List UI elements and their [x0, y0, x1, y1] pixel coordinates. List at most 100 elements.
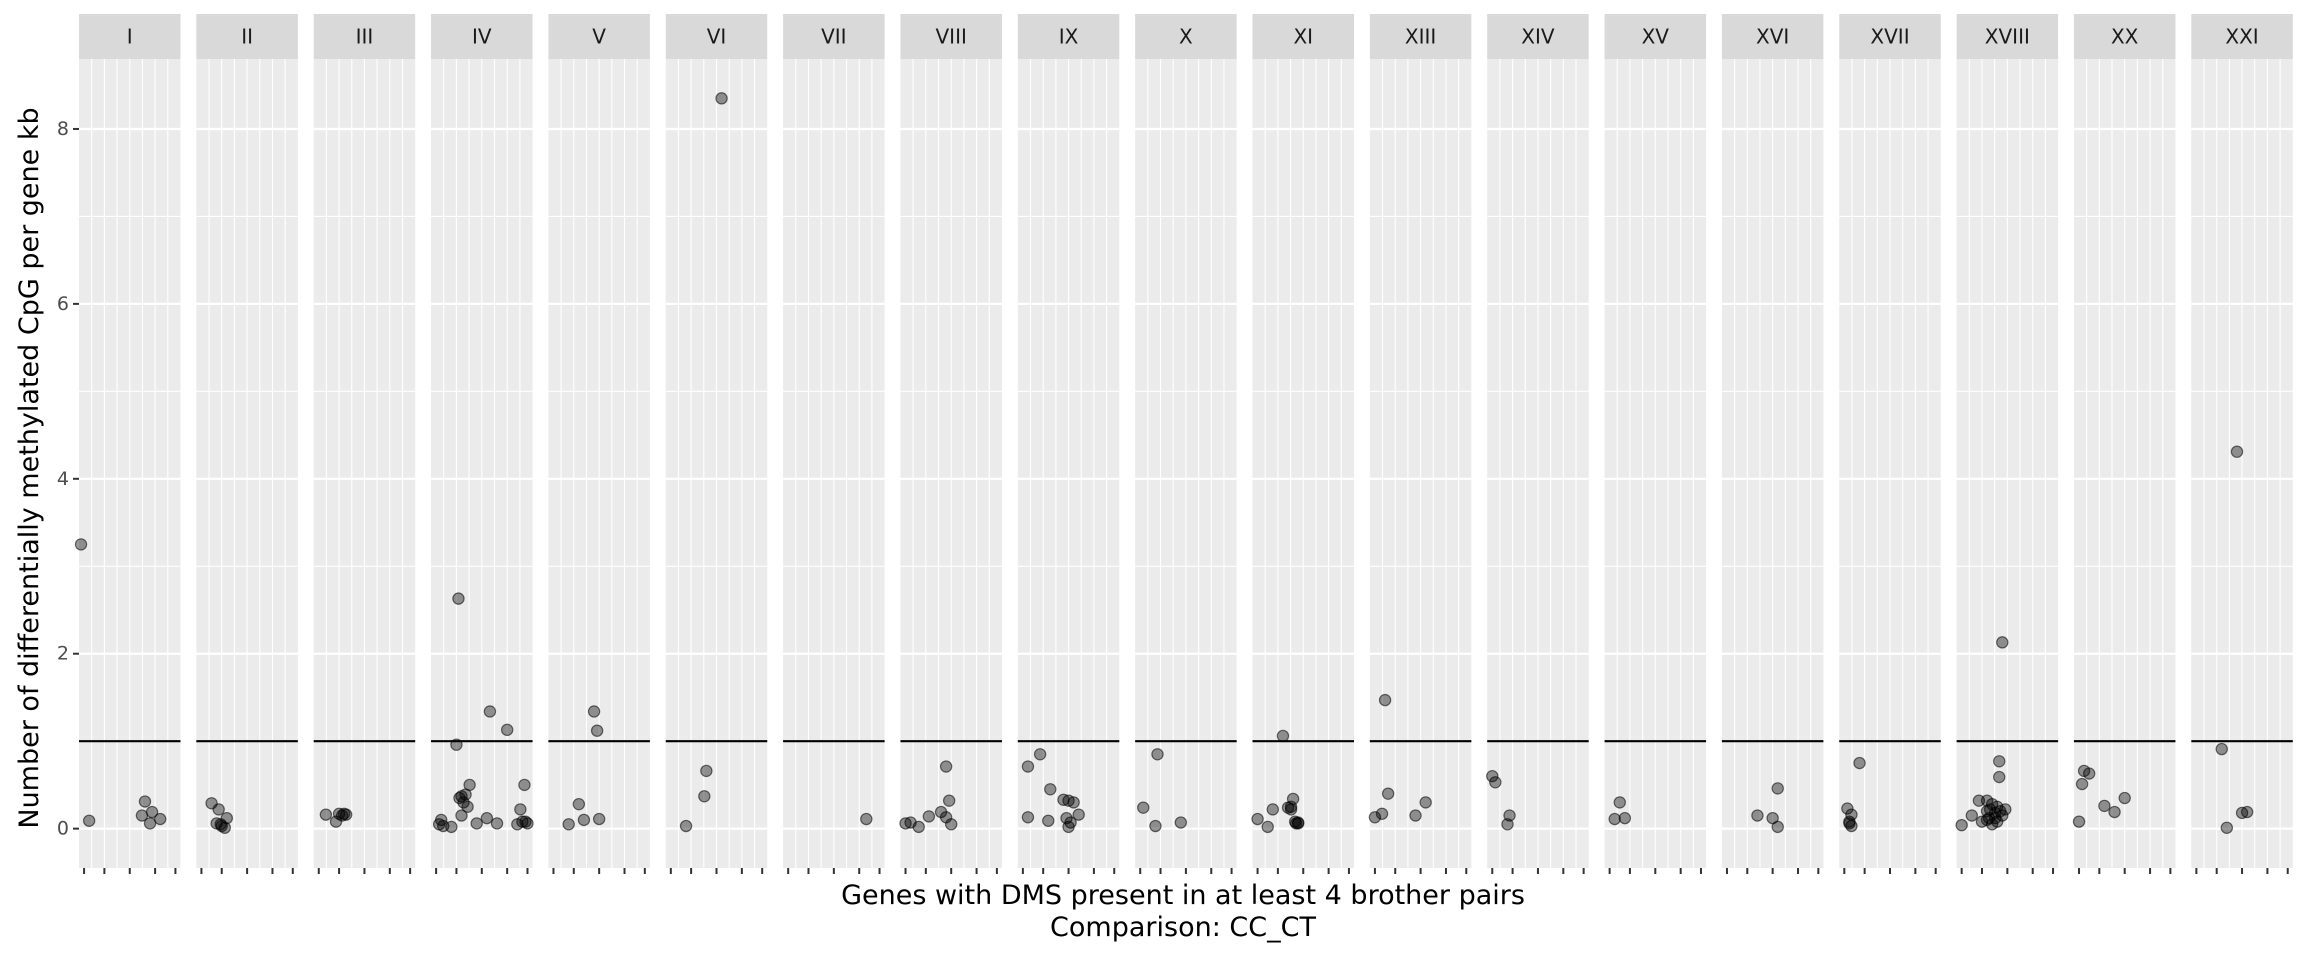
facet-strip-label: IV: [472, 25, 492, 49]
data-point: [1486, 769, 1499, 783]
facet-strip-label: XX: [2111, 25, 2139, 49]
data-point: [1276, 729, 1290, 743]
y-tick-label: 0: [57, 818, 69, 840]
data-point: [2220, 821, 2234, 834]
facet-strip: [1839, 14, 1941, 59]
facet-panel: XVI: [1721, 14, 1824, 874]
facet-strip: [79, 14, 181, 59]
facet-panel: XI: [1251, 14, 1354, 874]
data-point: [1409, 809, 1422, 822]
facet-panel: II: [196, 14, 298, 874]
data-point: [1266, 803, 1280, 816]
facet-strip: [665, 14, 768, 59]
facet-strip-label: IX: [1059, 25, 1079, 49]
data-point: [562, 818, 575, 831]
data-point: [490, 817, 504, 830]
x-axis-title: Genes with DMS present in at least 4 bro…: [841, 880, 1525, 911]
data-point: [339, 808, 353, 821]
x-axis-subtitle: Comparison: CC_CT: [1050, 912, 1316, 943]
data-point: [1060, 811, 1073, 825]
data-point: [1503, 809, 1516, 822]
facet-strip-label: X: [1179, 25, 1193, 49]
facet-panel: VII: [783, 14, 885, 874]
data-point: [452, 592, 465, 605]
data-point: [1965, 809, 1979, 822]
data-point: [1419, 796, 1432, 809]
facet-strip-label: XXI: [2225, 25, 2258, 49]
facet-panel: XVIII: [1955, 14, 2059, 874]
data-point: [2230, 445, 2244, 458]
data-point: [1261, 820, 1274, 834]
data-point: [480, 811, 494, 825]
y-axis-title: Number of differentially methylated CpG …: [14, 107, 45, 828]
data-point: [82, 814, 96, 827]
data-point: [2082, 767, 2096, 780]
facet-panel: I: [74, 14, 181, 874]
data-point: [1251, 812, 1264, 826]
data-point: [2118, 791, 2131, 805]
data-point: [939, 760, 953, 773]
facet-strip: [1721, 14, 1824, 59]
facet-panels: I II III IV V VI VII VIII IX X XI XIII XIV XV XVI XVII X…: [74, 14, 2293, 874]
data-point: [138, 795, 152, 808]
data-point: [74, 538, 88, 551]
data-point: [2108, 805, 2121, 819]
data-point: [2215, 742, 2228, 756]
facet-panel: XXI: [2191, 14, 2293, 874]
facet-panel: IV: [431, 14, 534, 874]
data-point: [715, 92, 728, 105]
facet-strip: [783, 14, 885, 59]
data-point: [1999, 803, 2012, 816]
data-point: [518, 778, 531, 792]
y-tick-label: 2: [57, 643, 69, 665]
data-point: [143, 817, 157, 830]
data-point: [500, 723, 514, 737]
facet-panel: III: [313, 14, 416, 874]
facet-strip: [1017, 14, 1120, 59]
facet-strip: [2191, 14, 2293, 59]
data-point: [1381, 787, 1395, 800]
facet-strip: [1956, 14, 2059, 59]
data-point: [1771, 782, 1784, 795]
facet-strip: [900, 14, 1002, 59]
facet-panel: XX: [2072, 14, 2176, 874]
data-point: [1613, 796, 1626, 809]
facet-strip-label: III: [356, 25, 374, 49]
data-point: [214, 818, 227, 831]
data-point: [1137, 801, 1150, 814]
data-point: [1841, 802, 1854, 815]
data-point: [470, 817, 483, 830]
data-point: [1618, 811, 1632, 825]
y-tick-label: 4: [57, 468, 69, 490]
data-point: [1174, 816, 1188, 829]
facet-panel: XV: [1604, 14, 1707, 874]
data-point: [335, 809, 349, 822]
data-point: [1067, 796, 1080, 809]
data-point: [1983, 803, 1997, 816]
facet-panel: VI: [665, 14, 768, 874]
facet-strip: [1252, 14, 1354, 59]
data-point: [1853, 756, 1866, 770]
data-point: [1042, 814, 1055, 827]
facet-strip-label: II: [241, 25, 253, 49]
data-point: [455, 809, 468, 822]
data-point: [1990, 815, 2004, 828]
facet-strip-label: V: [592, 25, 606, 49]
data-point: [1993, 755, 2006, 768]
facet-strip-label: VII: [821, 25, 846, 49]
data-point: [1980, 813, 1994, 827]
data-point: [1044, 783, 1057, 796]
facet-panel: X: [1135, 14, 1237, 874]
data-point: [922, 810, 936, 823]
data-point: [1151, 748, 1164, 761]
data-point: [698, 790, 711, 803]
facet-strip-label: XIV: [1521, 25, 1555, 49]
facet-panel: IX: [1017, 14, 1120, 874]
data-point: [912, 820, 925, 834]
facet-strip: [2073, 14, 2176, 59]
data-point: [679, 819, 693, 833]
facet-strip-label: XVII: [1870, 25, 1909, 49]
facet-strip-label: XIII: [1405, 25, 1436, 49]
data-point: [212, 803, 225, 816]
